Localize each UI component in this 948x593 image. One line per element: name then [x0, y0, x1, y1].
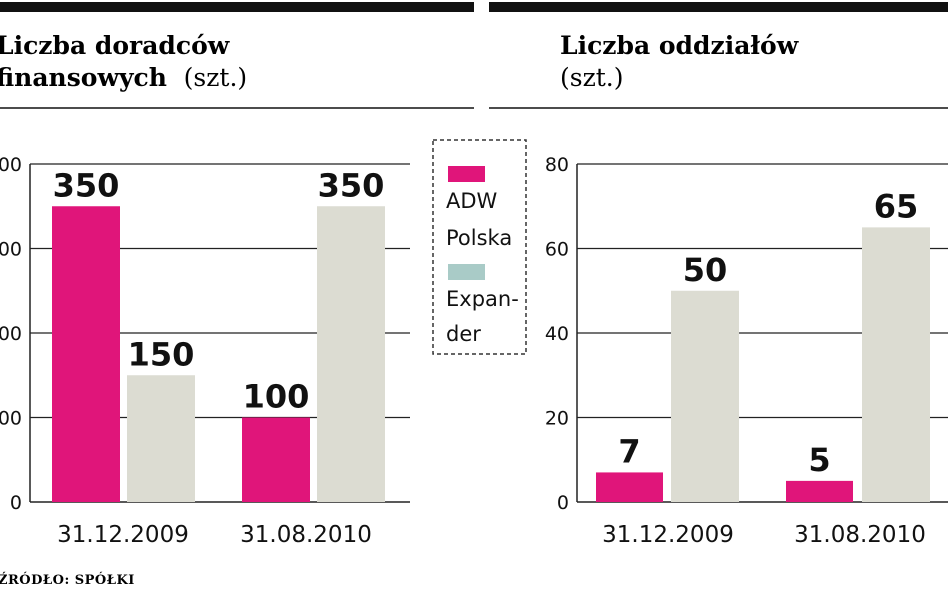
legend-label: Polska [446, 226, 512, 250]
y-tick-label: 40 [545, 323, 569, 345]
legend-swatch [448, 264, 485, 280]
top-rule-right [489, 2, 948, 12]
bar-value-label: 50 [683, 251, 728, 289]
y-tick-label: 00 [0, 154, 22, 176]
legend-label: ADW [446, 189, 498, 213]
legend-label: der [446, 322, 481, 346]
x-category-label: 31.12.2009 [602, 522, 734, 548]
bar-adw [52, 206, 120, 502]
y-tick-label: 60 [545, 239, 569, 261]
legend-label: Expan- [446, 287, 519, 311]
y-tick-label: 0 [557, 492, 569, 514]
bar-expander [862, 227, 930, 502]
chart1-title-line2: finansowych (szt.) [0, 63, 247, 92]
x-category-label: 31.08.2010 [240, 522, 372, 548]
chart-advisors: 00000000035015031.12.200910035031.08.201… [0, 154, 410, 548]
bar-value-label: 7 [618, 432, 640, 470]
chart-branches: 0 20 40 60 80 7 50 31.12.2009 5 65 31.08.2010 [545, 154, 948, 548]
bar-value-label: 5 [808, 441, 830, 479]
bar-adw [786, 480, 853, 502]
y-tick-label: 0 [10, 492, 22, 514]
y-tick-label: 80 [545, 154, 569, 176]
y-tick-label: 00 [0, 408, 22, 430]
bar-adw [596, 472, 663, 502]
top-rule-left [0, 2, 474, 12]
legend-swatch [448, 166, 485, 182]
legend: ADW Polska Expan-der [432, 139, 527, 355]
bar-adw [242, 417, 310, 502]
bar-value-label: 100 [243, 378, 310, 416]
bar-value-label: 350 [53, 166, 120, 204]
y-tick-label: 20 [545, 408, 569, 430]
chart2-title-line2: (szt.) [560, 63, 624, 92]
chart1-title-line1: Liczba doradców [0, 31, 231, 60]
chart2-title-line1: Liczba oddziałów [560, 31, 800, 60]
bar-expander [127, 375, 195, 502]
bar-expander [671, 290, 739, 502]
y-tick-label: 00 [0, 239, 22, 261]
x-category-label: 31.12.2009 [57, 522, 189, 548]
source-label: ŹRÓDŁO: SPÓŁKI [0, 571, 135, 588]
bar-expander [317, 206, 385, 502]
x-category-label: 31.08.2010 [794, 522, 926, 548]
bar-value-label: 65 [874, 187, 919, 225]
bar-value-label: 150 [128, 335, 195, 373]
y-tick-label: 00 [0, 323, 22, 345]
bar-value-label: 350 [318, 166, 385, 204]
